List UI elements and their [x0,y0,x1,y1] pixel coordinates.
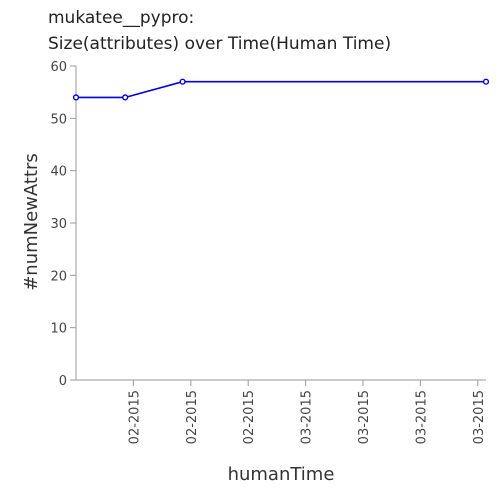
x-tick-label: 03-2015 [357,390,372,444]
chart-title-line-1: mukatee__pypro: [48,8,194,28]
y-ticks: 0 10 20 30 40 50 60 [50,60,76,389]
x-tick-label: 03-2015 [300,390,315,444]
y-tick-label: 10 [50,322,67,337]
y-axis-label: #numNewAttrs [21,153,42,291]
series-line [76,80,486,99]
y-tick-label: 40 [50,165,67,180]
x-tick-label: 03-2015 [414,390,429,444]
y-tick-label: 60 [50,60,67,75]
y-tick-label: 30 [50,217,67,232]
x-axis-label: humanTime [228,464,335,485]
x-tick-label: 02-2015 [127,390,142,444]
x-tick-label: 02-2015 [242,390,257,444]
y-tick-label: 50 [50,112,67,127]
data-point [482,78,490,85]
data-point [122,94,129,101]
x-ticks: 02-2015 02-2015 02-2015 03-2015 03-2015 03-20… [127,380,487,444]
y-tick-label: 0 [59,374,67,389]
x-tick-label: 02-2015 [185,390,200,444]
data-point [72,94,80,101]
series-layer [72,78,490,101]
data-point [179,78,186,85]
x-tick-label: 03-2015 [472,390,487,444]
chart-title-line-2: Size(attributes) over Time(Human Time) [48,34,391,54]
y-tick-label: 20 [50,269,67,284]
